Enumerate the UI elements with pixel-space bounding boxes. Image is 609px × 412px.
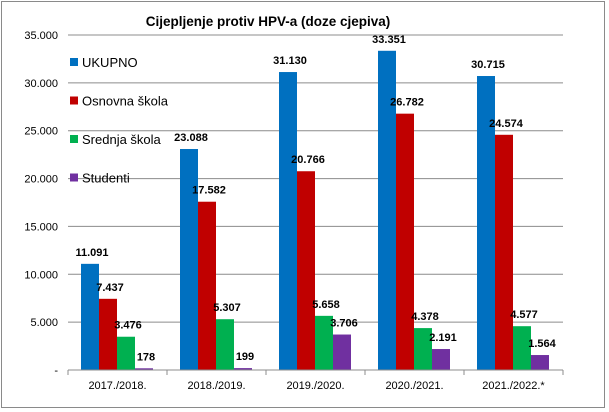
bar-srednja-škola [513,326,531,370]
bar-srednja-škola [315,315,333,370]
y-tick-label: 35.000 [24,30,58,42]
data-label: 178 [137,351,155,363]
x-tick-label: 2021./2022.* [482,380,545,392]
bar-studenti [234,368,252,370]
bar-ukupno [81,263,99,370]
data-label: 33.351 [372,34,406,46]
legend-swatch [70,96,78,105]
data-label: 5.307 [213,302,241,314]
bar-srednja-škola [414,328,432,370]
x-tick-label: 2017./2018. [88,380,146,392]
data-label: 199 [236,351,254,363]
bar-studenti [432,349,450,370]
bar-ukupno [279,72,297,370]
chart-title: Cijepljenje protiv HPV-a (doze cjepiva) [146,14,391,29]
y-tick-label: 25.000 [24,126,58,138]
data-label: 2.191 [429,332,457,344]
data-label: 4.378 [411,311,439,323]
y-tick-label: 5.000 [30,317,58,329]
y-axis: - 5.000 10.000 15.000 20.000 25.000 30.000 35.0… [24,30,58,377]
data-label: 3.706 [330,318,358,330]
bar-osnovna-škola [396,113,414,371]
x-tick-label: 2020./2021. [385,380,443,392]
legend-label: Osnovna škola [82,94,169,109]
data-label: 11.091 [75,247,108,259]
chart-frame [1,1,605,408]
bar-osnovna-škola [99,298,117,370]
data-label: 4.577 [510,309,538,321]
bar-srednja-škola [216,319,234,370]
legend-label: Studenti [82,171,130,186]
bar-ukupno [378,50,396,370]
legend-label: UKUPNO [82,55,138,70]
bar-osnovna-škola [297,171,315,370]
data-label: 1.564 [528,338,556,350]
data-label: 3.476 [114,320,142,332]
data-label: 20.766 [291,154,325,166]
x-axis: 2017./2018. 2018./2019. 2019./2020. 2020./2… [67,369,564,392]
legend: UKUPNO Osnovna škola Srednja škola Studenti [70,55,169,186]
y-tick-label: 15.000 [24,221,58,233]
y-tick-label: 20.000 [24,174,58,186]
bar-studenti [135,368,153,370]
data-label: 7.437 [96,282,124,294]
legend-swatch [70,58,78,66]
data-label: 26.782 [390,97,424,109]
y-tick-label: 30.000 [24,78,58,90]
bars [81,50,549,371]
bar-osnovna-škola [495,134,513,370]
bar-osnovna-škola [198,201,216,370]
legend-label: Srednja škola [82,132,162,147]
data-label: 5.658 [312,299,340,311]
data-label: 31.130 [273,55,307,67]
bar-studenti [531,355,549,370]
data-labels: 11.091 23.088 31.130 33.351 30.715 7.437 17.58… [75,34,556,364]
legend-swatch [70,173,78,182]
data-label: 17.582 [192,185,226,197]
x-tick-label: 2019./2020. [286,380,344,392]
y-tick-label: 10.000 [24,269,58,281]
bar-ukupno [180,149,198,370]
x-tick-label: 2018./2019. [187,380,245,392]
bar-studenti [333,334,351,370]
data-label: 30.715 [471,59,505,71]
legend-swatch [70,135,78,143]
data-label: 23.088 [174,132,208,144]
y-tick-label: - [54,365,58,377]
data-label: 24.574 [489,118,524,130]
bar-srednja-škola [117,336,135,370]
bar-ukupno [477,76,495,370]
